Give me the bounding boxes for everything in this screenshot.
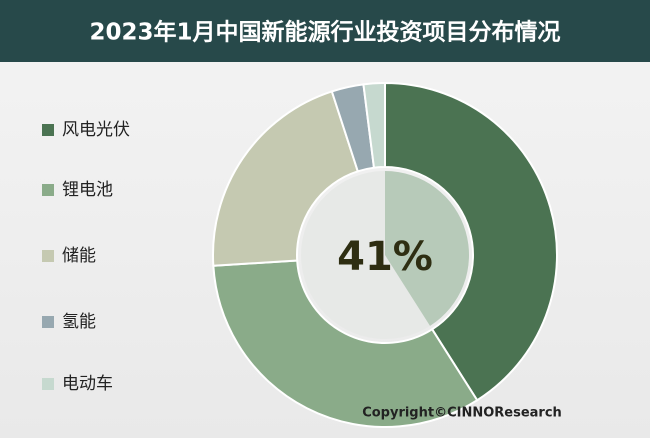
legend-label: 风电光伏 — [62, 120, 130, 140]
legend-swatch — [42, 250, 54, 262]
legend-label: 电动车 — [62, 374, 113, 394]
title-bar — [0, 0, 650, 62]
legend-swatch — [42, 124, 54, 136]
legend-swatch — [42, 378, 54, 390]
inner-wedge — [385, 171, 470, 326]
legend-label: 储能 — [62, 246, 96, 266]
legend-swatch — [42, 316, 54, 328]
donut-segment — [212, 259, 479, 428]
legend-swatch — [42, 184, 54, 196]
legend-label: 氢能 — [62, 312, 96, 332]
chart-title: 2023年1月中国新能源行业投资项目分布情况 — [89, 19, 560, 46]
donut-segment — [362, 81, 386, 169]
donut-segment — [384, 81, 558, 402]
donut-segment — [212, 90, 360, 267]
source-note: Copyright©CINNOResearch — [362, 406, 562, 421]
center-label: 41% — [337, 234, 433, 280]
legend-label: 锂电池 — [62, 180, 113, 200]
